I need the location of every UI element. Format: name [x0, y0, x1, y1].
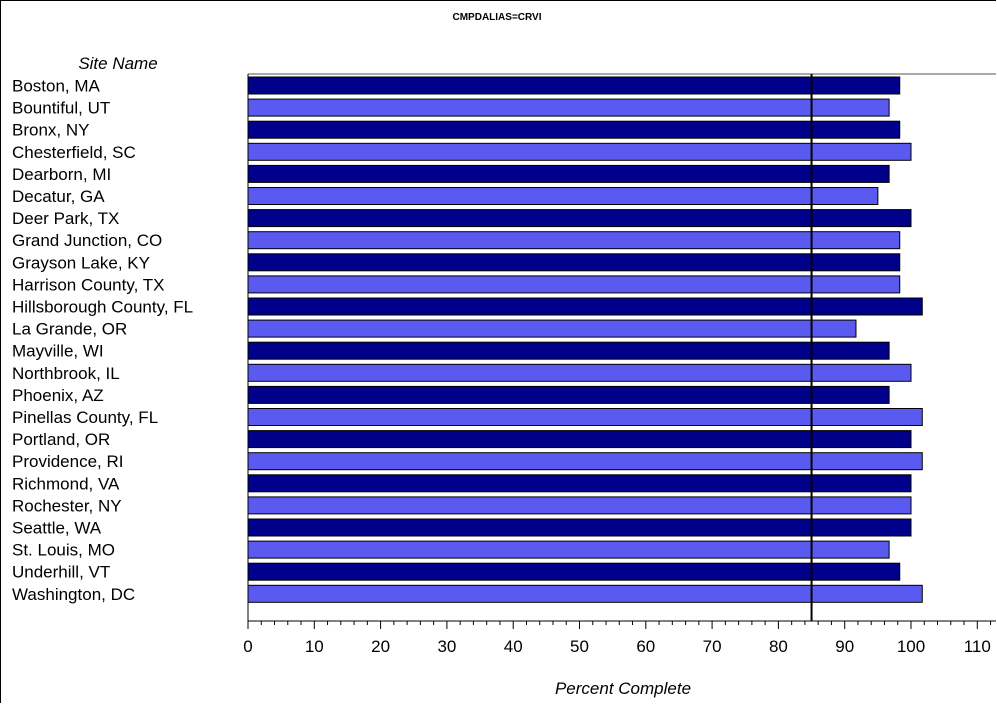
x-tick-label: 60 [636, 637, 655, 656]
bar [247, 430, 912, 449]
category-label: Seattle, WA [12, 519, 102, 538]
category-label: Rochester, NY [12, 496, 122, 515]
x-tick-label: 100 [897, 637, 925, 656]
bar [247, 209, 912, 228]
bar [247, 297, 923, 316]
category-label: Richmond, VA [12, 474, 120, 493]
category-label: Mayville, WI [12, 342, 104, 361]
bar [247, 584, 923, 603]
bar [247, 120, 901, 139]
x-tick-label: 50 [570, 637, 589, 656]
bar [247, 385, 890, 404]
x-axis-label: Percent Complete [555, 679, 691, 698]
bar [247, 76, 901, 95]
category-label: Hillsborough County, FL [12, 298, 193, 317]
category-label: Dearborn, MI [12, 165, 111, 184]
bar [247, 562, 901, 581]
category-label: St. Louis, MO [12, 541, 115, 560]
category-label: Portland, OR [12, 430, 110, 449]
category-axis-label: Site Name [78, 54, 157, 73]
x-tick-label: 30 [437, 637, 456, 656]
category-label: Pinellas County, FL [12, 408, 158, 427]
x-tick-label: 10 [305, 637, 324, 656]
bar [247, 231, 901, 250]
bar [247, 164, 890, 183]
bar [247, 253, 901, 272]
category-label: Chesterfield, SC [12, 143, 136, 162]
category-label: Washington, DC [12, 585, 135, 604]
x-tick-label: 40 [504, 637, 523, 656]
category-label: Bronx, NY [12, 121, 89, 140]
bar [247, 142, 912, 161]
x-tick-label: 110 [964, 637, 991, 656]
category-label: Bountiful, UT [12, 99, 110, 118]
bar [247, 319, 857, 338]
category-label: Grayson Lake, KY [12, 253, 150, 272]
bar [247, 496, 912, 515]
category-label: La Grande, OR [12, 320, 127, 339]
x-tick-label: 70 [703, 637, 722, 656]
bar [247, 363, 912, 382]
category-label: Providence, RI [12, 452, 124, 471]
bar [247, 341, 890, 360]
x-tick-label: 20 [371, 637, 390, 656]
bar [247, 275, 901, 294]
category-label: Boston, MA [12, 77, 101, 96]
category-label: Phoenix, AZ [12, 386, 104, 405]
category-label: Deer Park, TX [12, 209, 119, 228]
bar [247, 187, 879, 205]
x-tick-label: 90 [835, 637, 854, 656]
bar [247, 518, 912, 537]
bar [247, 98, 890, 117]
bar [247, 540, 890, 559]
category-label: Harrison County, TX [12, 275, 164, 294]
category-label: Decatur, GA [12, 187, 105, 206]
category-label: Grand Junction, CO [12, 231, 162, 250]
plot-area: Boston, MA Bountiful, UT Bronx, NY Chesterf… [12, 73, 996, 656]
bar [247, 452, 923, 471]
bar [247, 408, 923, 426]
x-tick-label: 0 [243, 637, 252, 656]
category-label: Underhill, VT [12, 563, 110, 582]
x-tick-label: 80 [769, 637, 788, 656]
bar [247, 474, 912, 493]
category-label: Northbrook, IL [12, 364, 120, 383]
chart-title: CMPDALIAS=CRVI [453, 12, 542, 23]
